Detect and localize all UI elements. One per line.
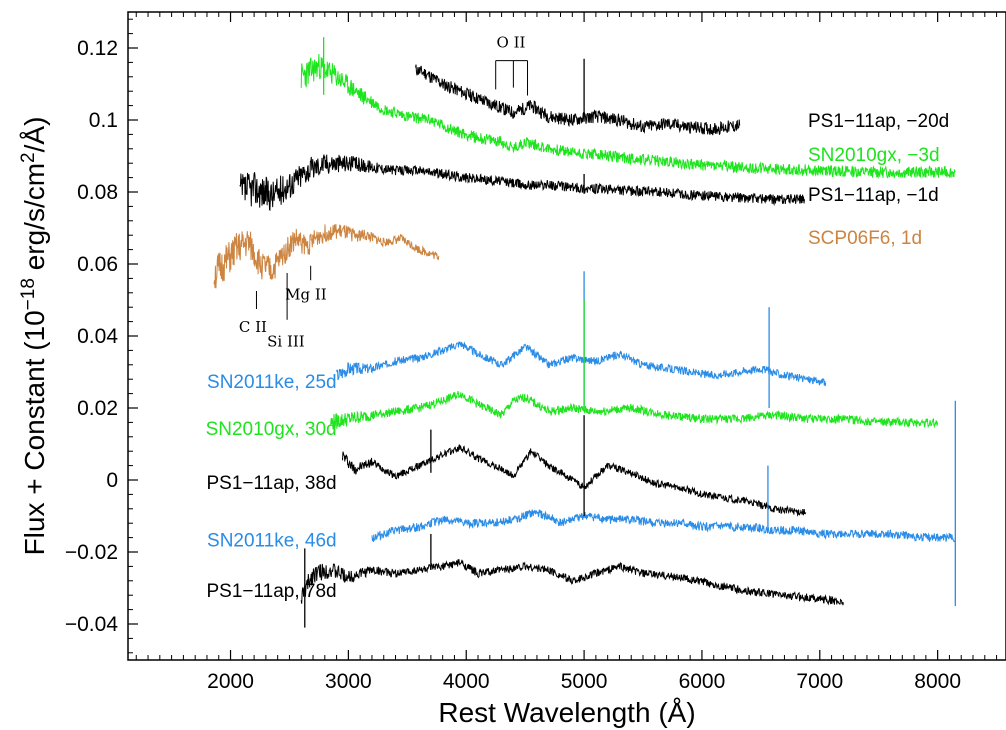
series-labels: PS1−11ap, −20d SN2010gx, −3d PS1−11ap, −1d… [206, 111, 950, 602]
y-tick-label-3: 0.02 [77, 397, 118, 420]
y-axis-label: Flux + Constant (10−18 erg/s/cm2/Å) [18, 117, 50, 556]
plot-frame [127, 11, 1006, 661]
y-tick-label-0: −0.04 [65, 613, 118, 636]
x-tick-label-2: 4000 [443, 670, 490, 693]
series-2 [239, 154, 805, 212]
spectra-series [213, 54, 956, 606]
y-tick-label-5: 0.06 [77, 253, 118, 276]
line-id-label-2: Si III [267, 332, 305, 350]
series-label-3: SCP06F6, 1d [808, 228, 922, 249]
y-axis-label-part-2: erg/s/cm [19, 163, 50, 278]
x-tick-label-4: 6000 [679, 670, 726, 693]
series-label-4: SN2011ke, 25d [207, 372, 337, 393]
series-8 [300, 559, 844, 606]
y-tick-label-1: −0.02 [65, 541, 118, 564]
line-id-label-1: C II [239, 318, 267, 336]
y-tick-label-8: 0.12 [77, 37, 118, 60]
y-axis-label-part-3: 2 [18, 152, 39, 163]
series-1 [300, 54, 956, 180]
axis-ticks: 2000 3000 4000 5000 6000 7000 8000 −0.04 −0.02 0 0… [65, 12, 998, 693]
series-label-6: PS1−11ap, 38d [206, 473, 336, 494]
series-0 [415, 64, 741, 136]
y-axis-label-part-4: /Å) [19, 117, 50, 153]
series-label-2: PS1−11ap, −1d [808, 185, 939, 206]
series-label-5: SN2010gx, 30d [206, 419, 337, 440]
series-label-8: PS1−11ap, 78d [206, 581, 336, 602]
series-5 [330, 391, 939, 430]
x-tick-label-3: 5000 [561, 670, 608, 693]
emission-spikes [304, 37, 956, 628]
series-6 [342, 444, 807, 517]
x-tick-label-0: 2000 [207, 670, 254, 693]
x-tick-label-1: 3000 [325, 670, 372, 693]
y-axis-label-part-1: −18 [18, 278, 39, 310]
series-3 [213, 223, 440, 289]
series-7 [371, 509, 956, 543]
x-axis-label: Rest Wavelength (Å) [438, 697, 695, 728]
series-4 [336, 341, 827, 387]
series-label-1: SN2010gx, −3d [808, 145, 940, 166]
x-tick-label-6: 8000 [914, 670, 961, 693]
y-tick-label-6: 0.08 [77, 181, 118, 204]
line-id-label-3: Mg II [285, 286, 327, 304]
y-tick-label-2: 0 [106, 469, 118, 492]
y-axis-label-part-0: Flux + Constant (10 [19, 310, 50, 555]
series-label-0: PS1−11ap, −20d [808, 111, 949, 132]
x-tick-label-5: 7000 [796, 670, 843, 693]
line-id-label-0: O II [497, 34, 526, 52]
y-tick-label-7: 0.1 [89, 109, 118, 132]
series-label-7: SN2011ke, 46d [207, 530, 337, 551]
y-tick-label-4: 0.04 [77, 325, 118, 348]
